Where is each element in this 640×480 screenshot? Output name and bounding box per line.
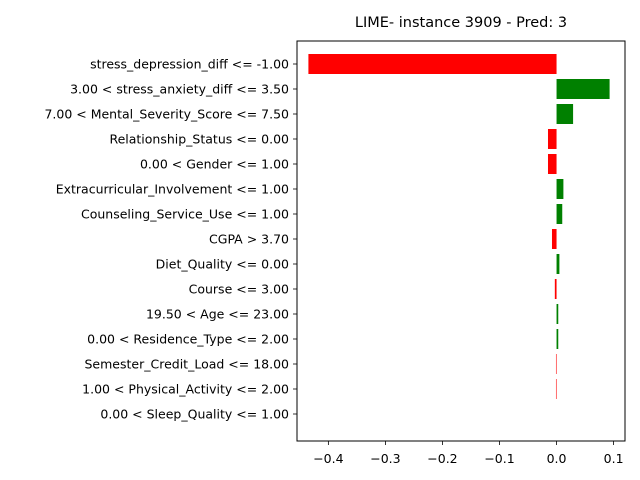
x-tick-label-4: 0.0 xyxy=(547,451,567,466)
bar-9 xyxy=(554,279,557,299)
y-tick-labels: stress_depression_diff <= -1.00 3.00 < st… xyxy=(44,57,297,422)
y-tick-label-0: stress_depression_diff <= -1.00 xyxy=(90,57,289,72)
y-tick-label-14: 0.00 < Sleep_Quality <= 1.00 xyxy=(100,407,289,422)
y-tick-label-4: 0.00 < Gender <= 1.00 xyxy=(140,157,289,172)
chart-title: LIME- instance 3909 - Pred: 3 xyxy=(355,15,567,31)
y-tick-label-7: CGPA > 3.70 xyxy=(209,232,289,247)
x-tick-label-5: 0.1 xyxy=(604,451,624,466)
bar-8 xyxy=(556,254,560,274)
x-tick-label-3: −0.1 xyxy=(484,451,514,466)
y-tick-label-9: Course <= 3.00 xyxy=(189,282,289,297)
x-ticks: −0.4 −0.3 −0.2 −0.1 0.0 0.1 xyxy=(313,441,624,466)
bar-4 xyxy=(547,154,557,174)
bars-group xyxy=(308,54,610,399)
x-tick-label-1: −0.3 xyxy=(370,451,400,466)
y-tick-label-2: 7.00 < Mental_Severity_Score <= 7.50 xyxy=(44,107,289,122)
x-tick-label-2: −0.2 xyxy=(427,451,457,466)
y-tick-label-10: 19.50 < Age <= 23.00 xyxy=(146,307,289,322)
y-tick-label-11: 0.00 < Residence_Type <= 2.00 xyxy=(87,332,289,347)
y-tick-label-1: 3.00 < stress_anxiety_diff <= 3.50 xyxy=(70,82,289,97)
x-tick-label-0: −0.4 xyxy=(313,451,343,466)
y-tick-label-5: Extracurricular_Involvement <= 1.00 xyxy=(56,182,289,197)
bar-0 xyxy=(308,54,557,74)
y-tick-label-13: 1.00 < Physical_Activity <= 2.00 xyxy=(82,382,289,397)
bar-6 xyxy=(556,204,563,224)
bar-7 xyxy=(551,229,557,249)
bar-1 xyxy=(556,79,610,99)
bar-13 xyxy=(555,379,557,399)
bar-2 xyxy=(556,104,574,124)
y-tick-label-8: Diet_Quality <= 0.00 xyxy=(156,257,289,272)
bar-5 xyxy=(556,179,564,199)
bar-10 xyxy=(556,304,559,324)
bar-3 xyxy=(547,129,557,149)
bar-11 xyxy=(556,329,559,349)
bar-12 xyxy=(555,354,557,374)
plot-frame xyxy=(296,40,626,442)
y-tick-label-3: Relationship_Status <= 0.00 xyxy=(109,132,289,147)
y-tick-label-6: Counseling_Service_Use <= 1.00 xyxy=(81,207,289,222)
y-tick-label-12: Semester_Credit_Load <= 18.00 xyxy=(85,357,290,372)
